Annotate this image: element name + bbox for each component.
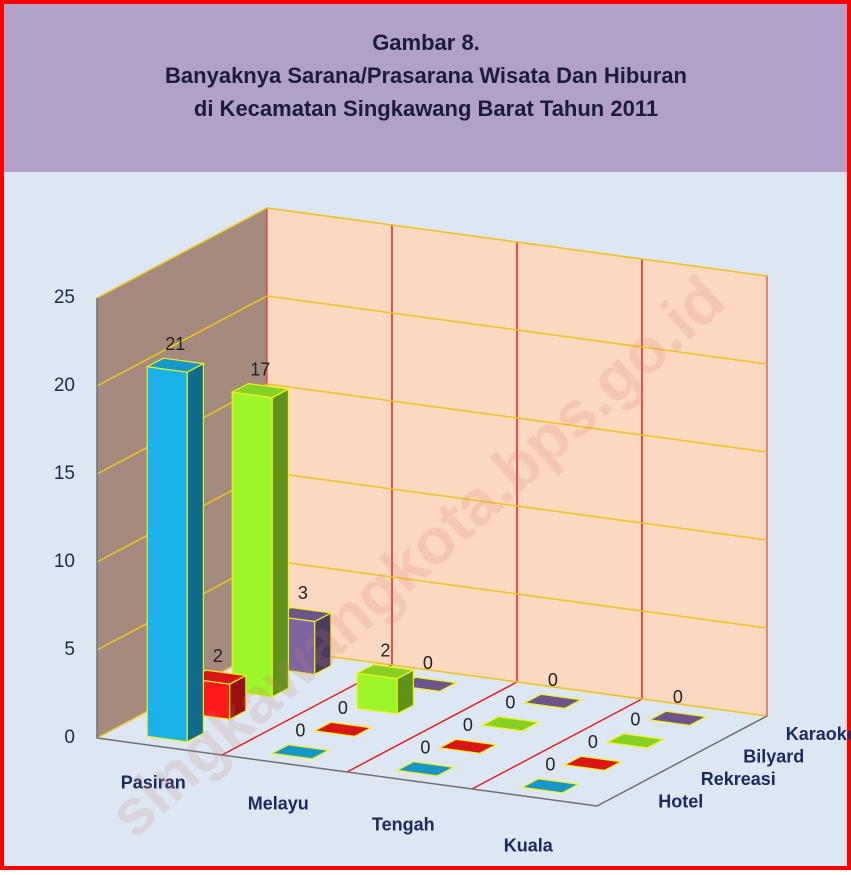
y-tick-label: 25 — [54, 287, 75, 308]
grid-line — [266, 295, 768, 365]
chart-title: Gambar 8. — [372, 30, 480, 55]
grid-line — [266, 471, 768, 541]
bar-front — [356, 672, 398, 715]
bar — [230, 382, 291, 698]
data-label: 0 — [505, 693, 515, 713]
bar — [562, 755, 623, 771]
bar — [355, 663, 416, 715]
x-tick-label: Pasiran — [121, 772, 186, 792]
data-label: 0 — [545, 755, 555, 775]
y-tick-label: 20 — [54, 375, 75, 396]
bar-top — [520, 778, 581, 794]
chart-title: di Kecamatan Singkawang Barat Tahun 2011 — [194, 96, 658, 121]
bar-top — [647, 710, 708, 726]
bar — [312, 721, 373, 737]
axis-line — [96, 298, 768, 807]
y-tick-label: 10 — [54, 551, 75, 572]
bar — [647, 710, 708, 726]
data-label: 2 — [380, 640, 390, 660]
data-label: 0 — [423, 653, 433, 673]
legend-label: Rekreasi — [701, 769, 776, 789]
data-label: 0 — [548, 670, 558, 690]
legend-label: Bilyard — [743, 747, 804, 767]
bar — [605, 733, 666, 749]
data-label: 0 — [338, 698, 348, 718]
bar-top — [355, 663, 416, 680]
bar — [480, 716, 541, 732]
bar-top — [480, 716, 541, 732]
y-tick-label: 0 — [64, 727, 75, 748]
data-label: 0 — [630, 710, 640, 730]
data-label: 2 — [213, 646, 223, 666]
grid-line — [96, 207, 268, 299]
grid-line — [96, 295, 268, 387]
category-divider — [346, 681, 518, 773]
data-label: 21 — [165, 334, 185, 354]
bar-top — [230, 382, 291, 399]
bar-side — [186, 362, 204, 743]
bar — [437, 738, 498, 754]
x-tick-label: Tengah — [372, 814, 435, 834]
x-tick-label: Kuala — [504, 835, 554, 855]
data-label: 0 — [295, 721, 305, 741]
bar-top — [395, 761, 456, 777]
legend-label: Hotel — [658, 792, 703, 812]
bar — [270, 744, 331, 760]
data-label: 0 — [673, 687, 683, 707]
data-label: 17 — [250, 359, 270, 379]
bar-top — [437, 738, 498, 754]
data-label: 0 — [463, 715, 473, 735]
plot-area: 0510152025PasiranMelayuTengahKualaHotelR… — [54, 207, 851, 855]
grid-line — [266, 207, 768, 277]
grid-line — [266, 647, 768, 717]
bar — [395, 761, 456, 777]
bar-top — [270, 744, 331, 760]
bar — [520, 778, 581, 794]
bar-front — [146, 366, 188, 743]
bar — [145, 357, 206, 743]
title-band — [4, 4, 847, 172]
y-tick-label: 5 — [64, 639, 75, 660]
legend-label: Karaoke — [786, 724, 851, 744]
category-divider — [471, 698, 643, 790]
bar-top — [145, 357, 206, 373]
x-tick-label: Melayu — [248, 793, 309, 813]
bar-top — [522, 693, 583, 709]
data-label: 3 — [298, 583, 308, 603]
y-tick-label: 15 — [54, 463, 75, 484]
data-label: 0 — [588, 732, 598, 752]
chart-title: Banyaknya Sarana/Prasarana Wisata Dan Hi… — [165, 63, 687, 88]
grid-line — [266, 383, 768, 453]
bar-top — [312, 721, 373, 737]
bar-top — [562, 755, 623, 771]
data-label: 0 — [420, 738, 430, 758]
bar-top — [605, 733, 666, 749]
grid-line — [266, 559, 768, 629]
bar — [522, 693, 583, 709]
